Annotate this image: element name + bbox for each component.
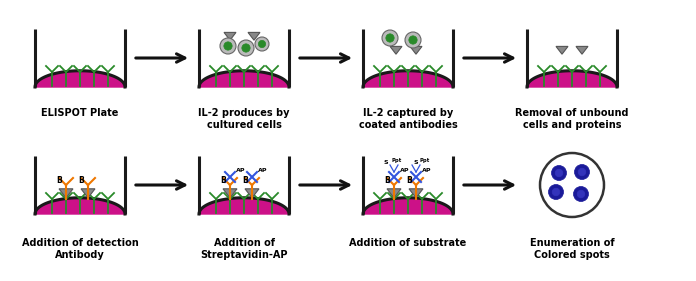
Polygon shape: [527, 71, 617, 87]
Circle shape: [574, 187, 589, 201]
Circle shape: [555, 169, 563, 177]
Circle shape: [220, 38, 236, 54]
Text: AP: AP: [236, 168, 246, 173]
Text: AP: AP: [422, 168, 432, 173]
Text: Ppt: Ppt: [391, 158, 402, 163]
Text: B: B: [406, 176, 412, 185]
Polygon shape: [199, 198, 289, 214]
Circle shape: [258, 40, 266, 48]
Polygon shape: [576, 46, 588, 54]
Polygon shape: [363, 71, 453, 87]
Polygon shape: [409, 189, 423, 198]
Polygon shape: [248, 32, 260, 40]
Circle shape: [552, 188, 560, 196]
Circle shape: [578, 168, 586, 176]
Text: Enumeration of
Colored spots: Enumeration of Colored spots: [530, 238, 615, 260]
Polygon shape: [199, 71, 289, 87]
Polygon shape: [387, 189, 401, 198]
Circle shape: [224, 42, 232, 50]
Text: Ppt: Ppt: [420, 158, 430, 163]
Circle shape: [386, 34, 394, 42]
Text: IL-2 captured by
coated antibodies: IL-2 captured by coated antibodies: [358, 108, 457, 130]
Polygon shape: [59, 189, 73, 198]
Circle shape: [405, 32, 421, 48]
Text: AP: AP: [400, 168, 409, 173]
Text: IL-2 produces by
cultured cells: IL-2 produces by cultured cells: [198, 108, 290, 130]
Text: S: S: [413, 160, 418, 165]
Text: Addition of substrate: Addition of substrate: [349, 238, 466, 248]
Text: S: S: [384, 160, 388, 165]
Polygon shape: [224, 32, 236, 40]
Text: Addition of
Streptavidin-AP: Addition of Streptavidin-AP: [200, 238, 287, 260]
Circle shape: [551, 166, 567, 180]
Text: AP: AP: [258, 168, 267, 173]
Circle shape: [574, 164, 590, 180]
Polygon shape: [35, 71, 125, 87]
Text: B: B: [220, 176, 226, 185]
Polygon shape: [35, 198, 125, 214]
Circle shape: [382, 30, 398, 46]
Polygon shape: [410, 46, 422, 54]
Text: B: B: [56, 176, 62, 185]
Circle shape: [577, 190, 585, 198]
Text: Removal of unbound
cells and proteins: Removal of unbound cells and proteins: [515, 108, 628, 130]
Polygon shape: [81, 189, 95, 198]
Circle shape: [238, 40, 254, 56]
Text: B: B: [242, 176, 248, 185]
Circle shape: [540, 153, 604, 217]
Text: ELISPOT Plate: ELISPOT Plate: [41, 108, 119, 118]
Polygon shape: [390, 46, 402, 54]
Text: Addition of detection
Antibody: Addition of detection Antibody: [22, 238, 139, 260]
Polygon shape: [556, 46, 568, 54]
Circle shape: [409, 36, 417, 44]
Circle shape: [548, 185, 564, 200]
Text: B: B: [384, 176, 390, 185]
Circle shape: [255, 37, 269, 51]
Text: B: B: [78, 176, 84, 185]
Polygon shape: [363, 198, 453, 214]
Circle shape: [242, 44, 250, 52]
Polygon shape: [223, 189, 237, 198]
Polygon shape: [245, 189, 259, 198]
